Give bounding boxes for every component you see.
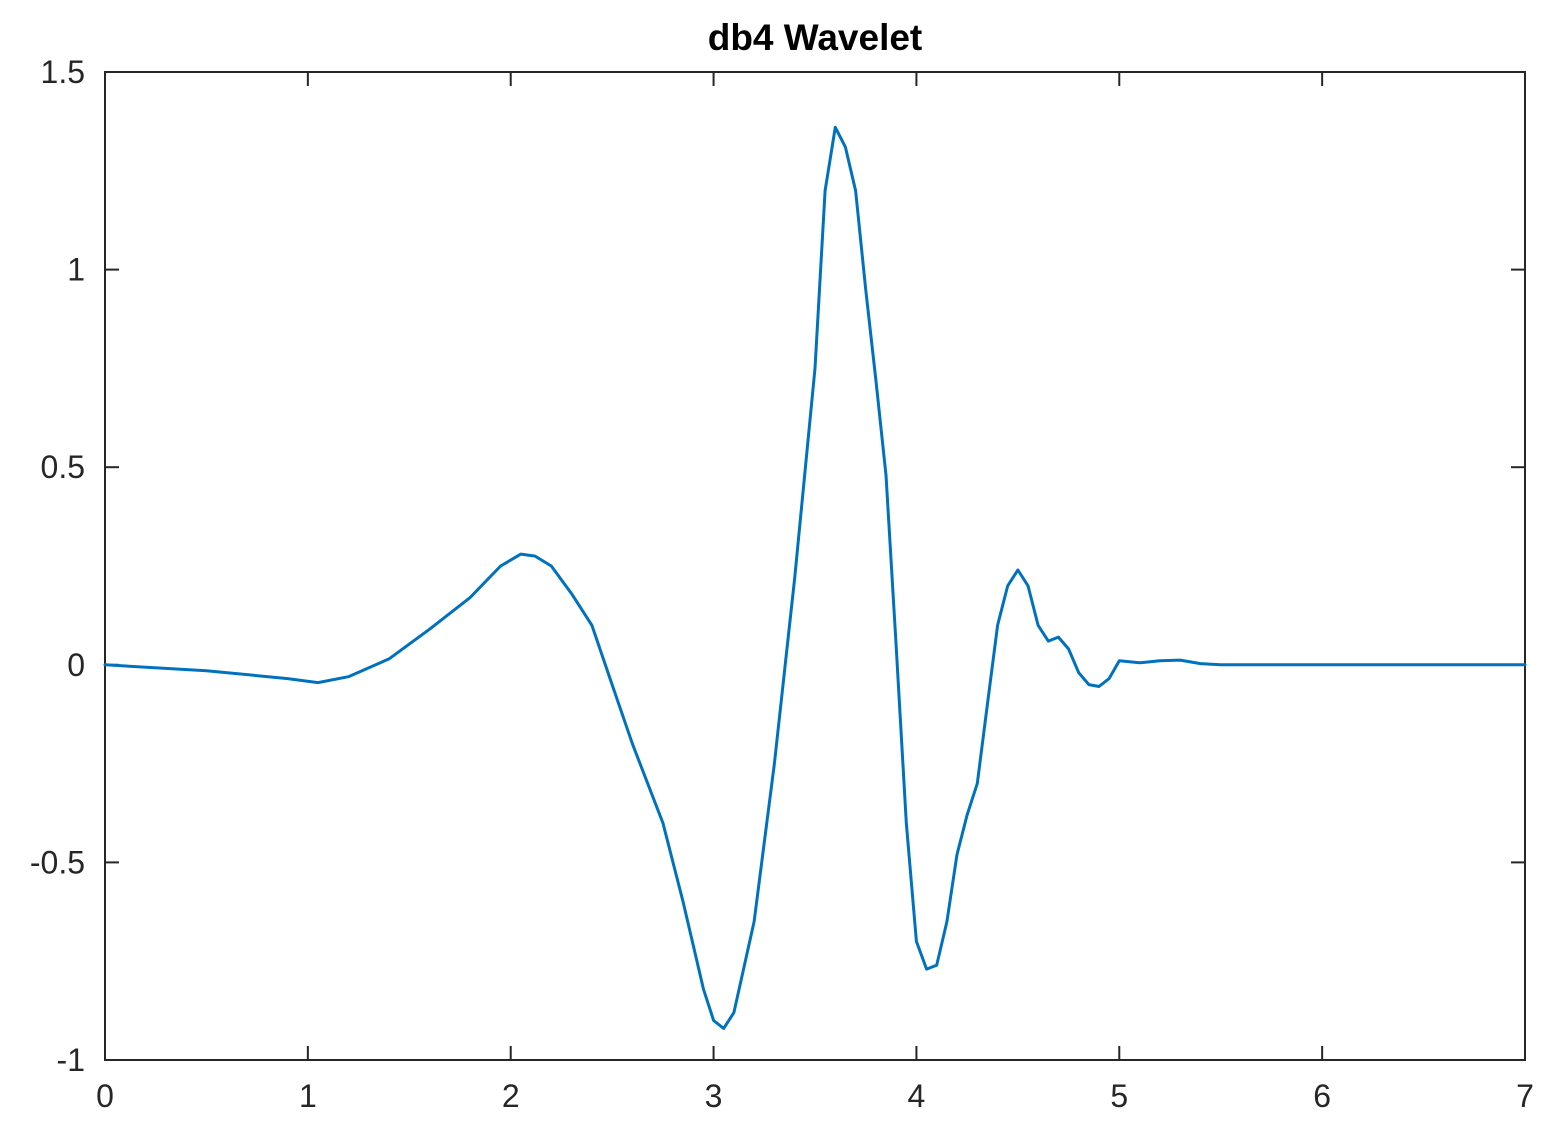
- y-tick-label: 1.5: [41, 54, 85, 90]
- x-tick-label: 1: [299, 1078, 317, 1114]
- y-tick-label: 0.5: [41, 449, 85, 485]
- series-line: [103, 125, 1527, 1030]
- chart-title: db4 Wavelet: [708, 17, 923, 58]
- y-tick-label: -0.5: [30, 844, 85, 880]
- x-tick-label: 4: [908, 1078, 926, 1114]
- y-tick-label: 0: [67, 647, 85, 683]
- plot-area: [103, 125, 1527, 1030]
- axes-box: [104, 71, 1526, 1061]
- y-tick-label: 1: [67, 252, 85, 288]
- x-tick-label: 2: [502, 1078, 520, 1114]
- x-tick-label: 6: [1313, 1078, 1331, 1114]
- x-tick-label: 5: [1110, 1078, 1128, 1114]
- axes: 0 1 2 3 4 5 6 7 -1 -0.5 0 0.5 1 1.5: [30, 54, 1534, 1114]
- x-tick-label: 3: [705, 1078, 723, 1114]
- x-tick-label: 7: [1516, 1078, 1534, 1114]
- x-tick-label: 0: [96, 1078, 114, 1114]
- y-tick-label: -1: [57, 1042, 85, 1078]
